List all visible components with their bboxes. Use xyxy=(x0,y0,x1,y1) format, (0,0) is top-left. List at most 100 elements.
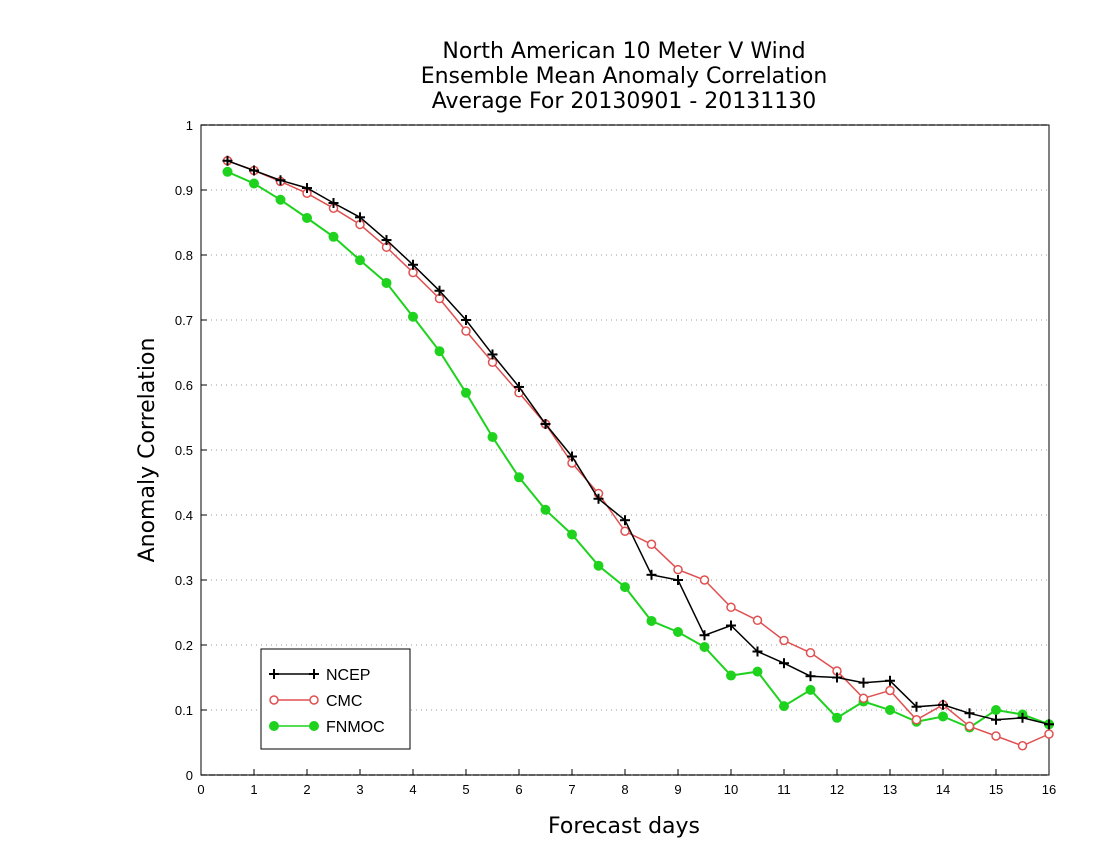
series-line-ncep xyxy=(227,160,1050,726)
data-point-ncep xyxy=(1017,712,1028,723)
data-point-ncep xyxy=(567,451,577,462)
x-tick-label: 9 xyxy=(674,782,681,797)
data-point-ncep xyxy=(222,155,233,166)
data-point-ncep xyxy=(911,701,922,712)
y-tick-label: 0.7 xyxy=(175,313,193,328)
data-point-fnmoc xyxy=(832,712,842,723)
data-point-fnmoc xyxy=(991,705,1001,715)
data-point-cmc xyxy=(805,648,816,658)
y-tick-label: 0 xyxy=(186,768,193,783)
y-tick-label: 0.9 xyxy=(175,183,193,198)
data-point-ncep xyxy=(858,677,869,688)
y-tick-label: 0.4 xyxy=(175,508,193,523)
data-point-cmc xyxy=(1017,741,1028,751)
data-point-fnmoc xyxy=(885,705,895,715)
data-point-ncep xyxy=(328,198,339,208)
y-tick-labels: 0 0.1 0.2 0.3 0.4 0.5 0.6 0.7 0.8 0.9 1 xyxy=(175,118,207,783)
data-point-cmc xyxy=(673,564,683,575)
x-tick-label: 0 xyxy=(197,782,204,797)
data-point-cmc xyxy=(461,326,471,336)
data-point-ncep xyxy=(1044,719,1054,730)
data-point-ncep xyxy=(885,675,895,686)
x-tick-label: 7 xyxy=(568,782,575,797)
data-point-ncep xyxy=(964,708,975,719)
x-axis-label: Forecast days xyxy=(548,814,700,839)
data-point-ncep xyxy=(461,315,471,325)
data-point-ncep xyxy=(699,630,710,641)
data-point-cmc xyxy=(752,615,763,626)
x-tick-label: 12 xyxy=(830,782,844,797)
data-point-fnmoc xyxy=(249,178,259,189)
data-point-ncep xyxy=(620,515,630,526)
data-point-ncep xyxy=(275,175,286,186)
x-tick-label: 2 xyxy=(303,782,310,797)
y-tick-label: 0.5 xyxy=(175,443,193,458)
data-point-ncep xyxy=(991,714,1001,725)
y-tick-label: 0.8 xyxy=(175,248,193,263)
legend-label-fnmoc: FNMOC xyxy=(326,719,385,736)
data-point-cmc xyxy=(699,575,710,585)
data-point-ncep xyxy=(752,646,763,657)
data-point-fnmoc xyxy=(328,231,339,242)
legend-box xyxy=(260,648,411,750)
legend-label-cmc: CMC xyxy=(326,693,362,710)
data-point-fnmoc xyxy=(434,346,445,357)
data-point-ncep xyxy=(726,620,736,631)
data-point-fnmoc xyxy=(540,504,551,515)
data-point-cmc xyxy=(1044,729,1054,739)
data-point-fnmoc xyxy=(752,666,763,677)
x-tick-label: 1 xyxy=(250,782,257,797)
data-point-ncep xyxy=(540,419,551,429)
data-point-fnmoc xyxy=(461,387,471,398)
x-tick-label: 13 xyxy=(883,782,897,797)
data-point-fnmoc xyxy=(514,472,524,483)
x-tick-label: 16 xyxy=(1042,782,1056,797)
data-point-fnmoc xyxy=(487,432,498,442)
data-point-fnmoc xyxy=(593,560,604,571)
y-tick-label: 0.6 xyxy=(175,378,193,393)
legend-marker-fnmoc xyxy=(269,721,279,731)
data-point-cmc xyxy=(964,721,975,731)
data-point-fnmoc xyxy=(567,529,577,540)
data-point-ncep xyxy=(249,165,259,176)
y-axis-label: Anomaly Correlation xyxy=(135,338,160,563)
x-tick-label: 8 xyxy=(621,782,628,797)
data-point-fnmoc xyxy=(699,641,710,652)
data-point-fnmoc xyxy=(222,166,233,177)
data-point-fnmoc xyxy=(805,684,816,695)
data-point-ncep xyxy=(434,285,445,296)
x-tick-labels: 0 1 2 3 4 5 6 7 8 9 10 11 12 13 14 15 16 xyxy=(197,769,1056,797)
series-ncep xyxy=(222,155,1054,730)
legend-marker-fnmoc xyxy=(309,721,319,731)
legend: NCEP CMC FNMOC xyxy=(260,648,411,750)
data-series xyxy=(222,155,1054,751)
data-point-fnmoc xyxy=(381,277,392,288)
data-point-cmc xyxy=(779,635,789,646)
data-point-ncep xyxy=(355,212,365,223)
data-point-cmc xyxy=(620,526,630,536)
y-tick-label: 0.3 xyxy=(175,573,193,588)
data-point-cmc xyxy=(991,731,1001,741)
title-line-2: Ensemble Mean Anomaly Correlation xyxy=(421,64,828,89)
data-point-fnmoc xyxy=(673,627,683,637)
x-tick-label: 10 xyxy=(724,782,738,797)
data-point-ncep xyxy=(779,658,789,669)
data-point-fnmoc xyxy=(355,255,365,266)
x-tick-label: 6 xyxy=(515,782,522,797)
data-point-cmc xyxy=(726,602,736,613)
legend-marker-cmc xyxy=(269,695,279,705)
x-tick-label: 4 xyxy=(409,782,416,797)
x-tick-label: 11 xyxy=(777,782,791,797)
data-point-fnmoc xyxy=(620,582,630,593)
legend-marker-ncep xyxy=(309,669,319,679)
series-line-fnmoc xyxy=(227,170,1050,729)
data-point-ncep xyxy=(487,349,498,360)
data-point-cmc xyxy=(646,539,657,549)
data-point-ncep xyxy=(805,671,816,682)
y-tick-label: 1 xyxy=(186,118,193,133)
y-tick-label: 0.1 xyxy=(175,703,193,718)
data-point-fnmoc xyxy=(302,212,312,223)
data-point-ncep xyxy=(673,575,683,585)
